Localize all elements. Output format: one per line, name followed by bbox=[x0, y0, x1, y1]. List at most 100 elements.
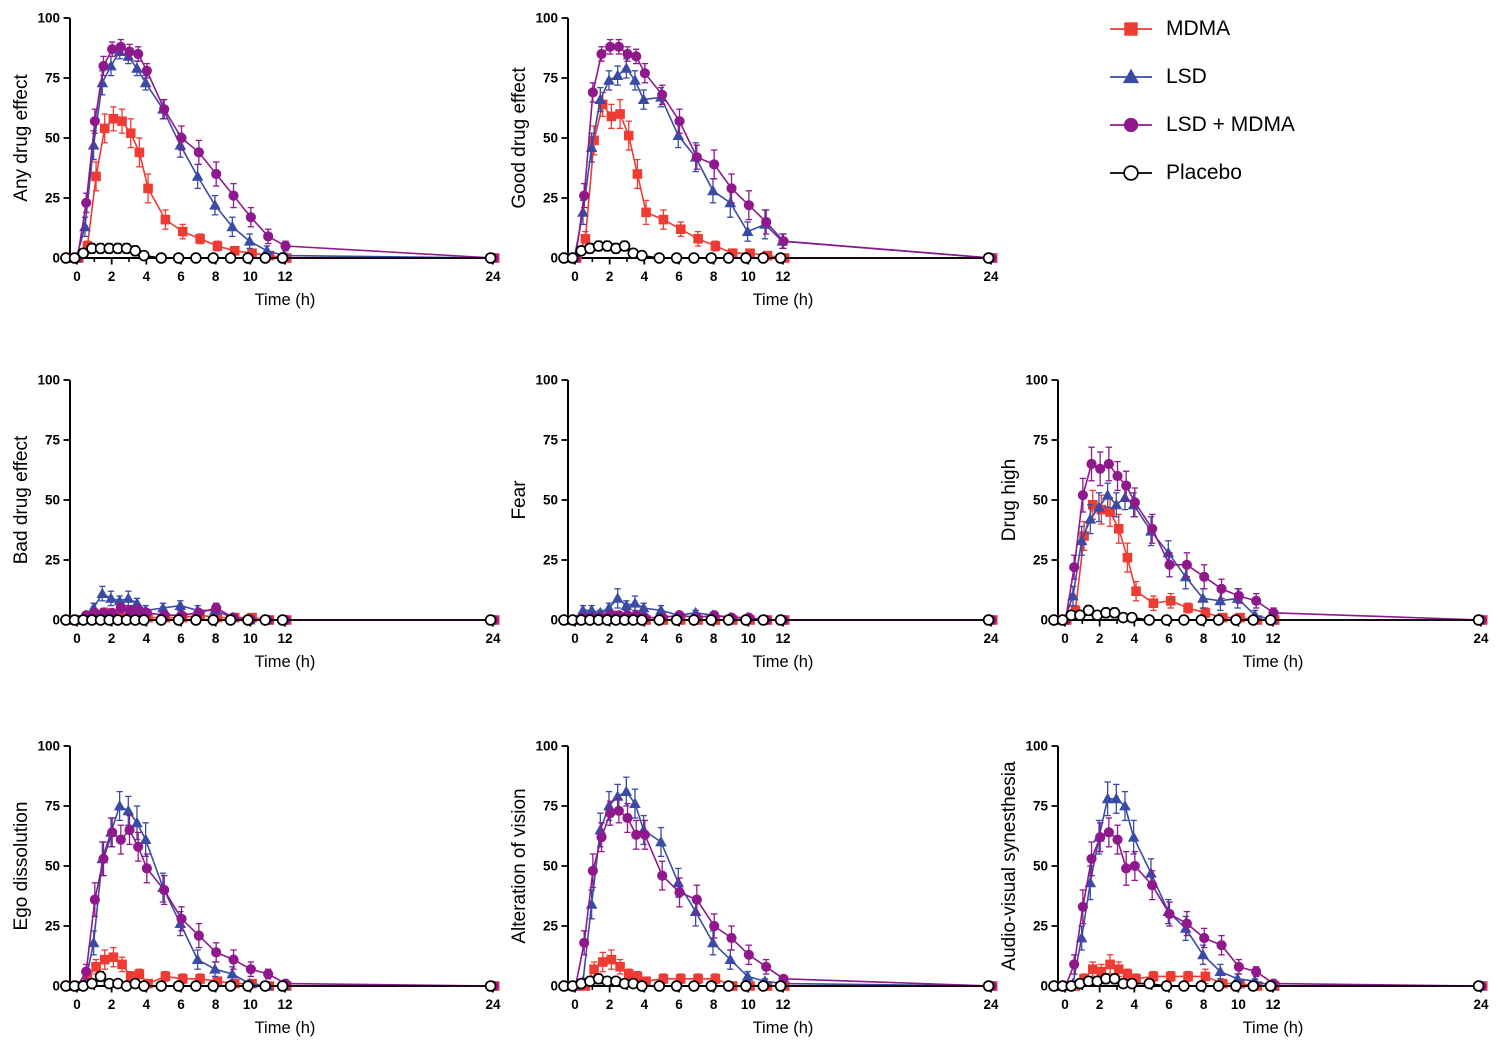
x-tick-label: 24 bbox=[983, 269, 999, 284]
y-axis-title: Ego dissolution bbox=[11, 802, 32, 931]
marker-lsd-mdma bbox=[1199, 932, 1210, 944]
marker-mdma bbox=[710, 241, 721, 251]
marker-placebo bbox=[1195, 614, 1207, 626]
series-line-lsd-mdma bbox=[68, 45, 494, 259]
marker-mdma bbox=[1122, 969, 1133, 979]
marker-lsd-mdma bbox=[743, 949, 754, 960]
x-tick-label: 8 bbox=[710, 631, 718, 646]
marker-lsd bbox=[577, 206, 589, 217]
marker-lsd bbox=[1179, 570, 1192, 582]
series-placebo bbox=[558, 240, 995, 264]
y-tick-label: 75 bbox=[45, 71, 61, 86]
x-tick-label: 0 bbox=[73, 269, 81, 284]
marker-lsd-mdma bbox=[631, 829, 642, 840]
marker-lsd-mdma bbox=[263, 231, 274, 242]
marker-lsd bbox=[620, 62, 633, 73]
marker-lsd-mdma bbox=[613, 41, 624, 52]
marker-lsd bbox=[157, 602, 169, 613]
marker-placebo bbox=[276, 252, 289, 264]
marker-placebo bbox=[224, 980, 237, 992]
marker-lsd bbox=[1214, 594, 1227, 606]
x-tick-label: 6 bbox=[177, 631, 185, 646]
marker-placebo bbox=[190, 980, 202, 992]
marker-lsd-mdma bbox=[726, 183, 737, 194]
marker-placebo bbox=[757, 980, 769, 992]
marker-lsd-mdma bbox=[1147, 880, 1158, 891]
marker-lsd bbox=[741, 970, 754, 981]
marker-lsd bbox=[226, 968, 239, 979]
marker-placebo bbox=[688, 614, 700, 626]
marker-lsd bbox=[113, 800, 126, 811]
series-line-lsd-mdma bbox=[68, 828, 494, 987]
marker-placebo bbox=[276, 980, 289, 992]
marker-lsd bbox=[603, 602, 615, 613]
y-axis-title: Fear bbox=[509, 480, 530, 520]
y-tick-label: 100 bbox=[535, 739, 558, 754]
marker-placebo bbox=[1195, 980, 1207, 992]
x-axis-title: Time (h) bbox=[753, 1019, 814, 1037]
x-tick-label: 24 bbox=[485, 269, 501, 284]
marker-mdma bbox=[658, 974, 669, 984]
marker-mdma bbox=[1200, 608, 1211, 618]
marker-lsd bbox=[655, 836, 667, 847]
marker-lsd bbox=[243, 235, 256, 246]
marker-lsd-mdma bbox=[280, 240, 291, 252]
marker-mdma bbox=[195, 974, 205, 984]
marker-mdma bbox=[1165, 971, 1176, 982]
y-tick-label: 0 bbox=[1040, 979, 1048, 994]
y-tick-label: 100 bbox=[37, 373, 60, 388]
marker-mdma bbox=[125, 971, 136, 982]
marker-placebo bbox=[190, 614, 202, 626]
x-tick-label: 8 bbox=[212, 997, 220, 1012]
marker-mdma bbox=[177, 974, 188, 984]
y-tick-label: 0 bbox=[550, 251, 558, 266]
x-tick-label: 6 bbox=[675, 269, 683, 284]
marker-mdma bbox=[632, 971, 643, 982]
marker-lsd bbox=[1075, 534, 1088, 546]
x-tick-label: 2 bbox=[606, 997, 614, 1012]
legend-marker-lsd-mdma bbox=[1123, 117, 1139, 133]
marker-lsd-mdma bbox=[107, 827, 118, 838]
marker-mdma bbox=[195, 234, 205, 244]
y-tick-label: 50 bbox=[1033, 493, 1048, 508]
marker-mdma bbox=[1105, 959, 1115, 970]
marker-placebo bbox=[155, 614, 167, 626]
marker-mdma bbox=[108, 114, 119, 124]
chart-ego-dissolution: 0 25 50 75 100 0 2 4 6 8 10 12 24 Time (h) Ego dissolu… bbox=[0, 728, 508, 1058]
y-tick-label: 0 bbox=[52, 613, 60, 628]
marker-lsd-mdma bbox=[263, 968, 274, 980]
marker-lsd bbox=[191, 953, 204, 964]
marker-mdma bbox=[212, 976, 223, 986]
y-tick-label: 75 bbox=[1033, 799, 1049, 814]
marker-placebo bbox=[757, 252, 769, 264]
x-tick-label: 2 bbox=[1096, 997, 1104, 1012]
marker-placebo bbox=[722, 252, 735, 264]
marker-lsd-mdma bbox=[1164, 908, 1175, 920]
marker-placebo bbox=[276, 614, 289, 626]
chart-audio-visual-synesthesia: 0 25 50 75 100 0 2 4 6 8 10 12 24 Time (h) Audio-visua… bbox=[988, 728, 1496, 1058]
marker-lsd-mdma bbox=[98, 60, 109, 72]
series-placebo bbox=[60, 242, 497, 264]
marker-lsd bbox=[1067, 590, 1079, 601]
marker-lsd-mdma bbox=[1251, 595, 1262, 606]
marker-mdma bbox=[675, 224, 686, 234]
y-tick-label: 100 bbox=[37, 739, 60, 754]
x-tick-label: 24 bbox=[485, 631, 501, 646]
marker-mdma bbox=[160, 971, 171, 982]
series-lsd-mdma bbox=[1051, 817, 1487, 992]
marker-lsd-mdma bbox=[133, 48, 144, 60]
y-tick-label: 0 bbox=[550, 979, 558, 994]
marker-placebo bbox=[740, 980, 752, 992]
y-axis-title: Audio-visual synesthesia bbox=[999, 761, 1020, 971]
marker-lsd bbox=[1119, 800, 1131, 811]
marker-lsd-mdma bbox=[1112, 834, 1123, 845]
lsd-mdma-circle-icon bbox=[1110, 117, 1152, 133]
x-tick-label: 24 bbox=[1473, 631, 1489, 646]
marker-mdma bbox=[117, 959, 127, 970]
marker-lsd-mdma bbox=[1069, 959, 1080, 970]
marker-lsd-mdma bbox=[1129, 860, 1140, 872]
x-tick-label: 0 bbox=[571, 997, 579, 1012]
marker-placebo bbox=[138, 249, 150, 262]
